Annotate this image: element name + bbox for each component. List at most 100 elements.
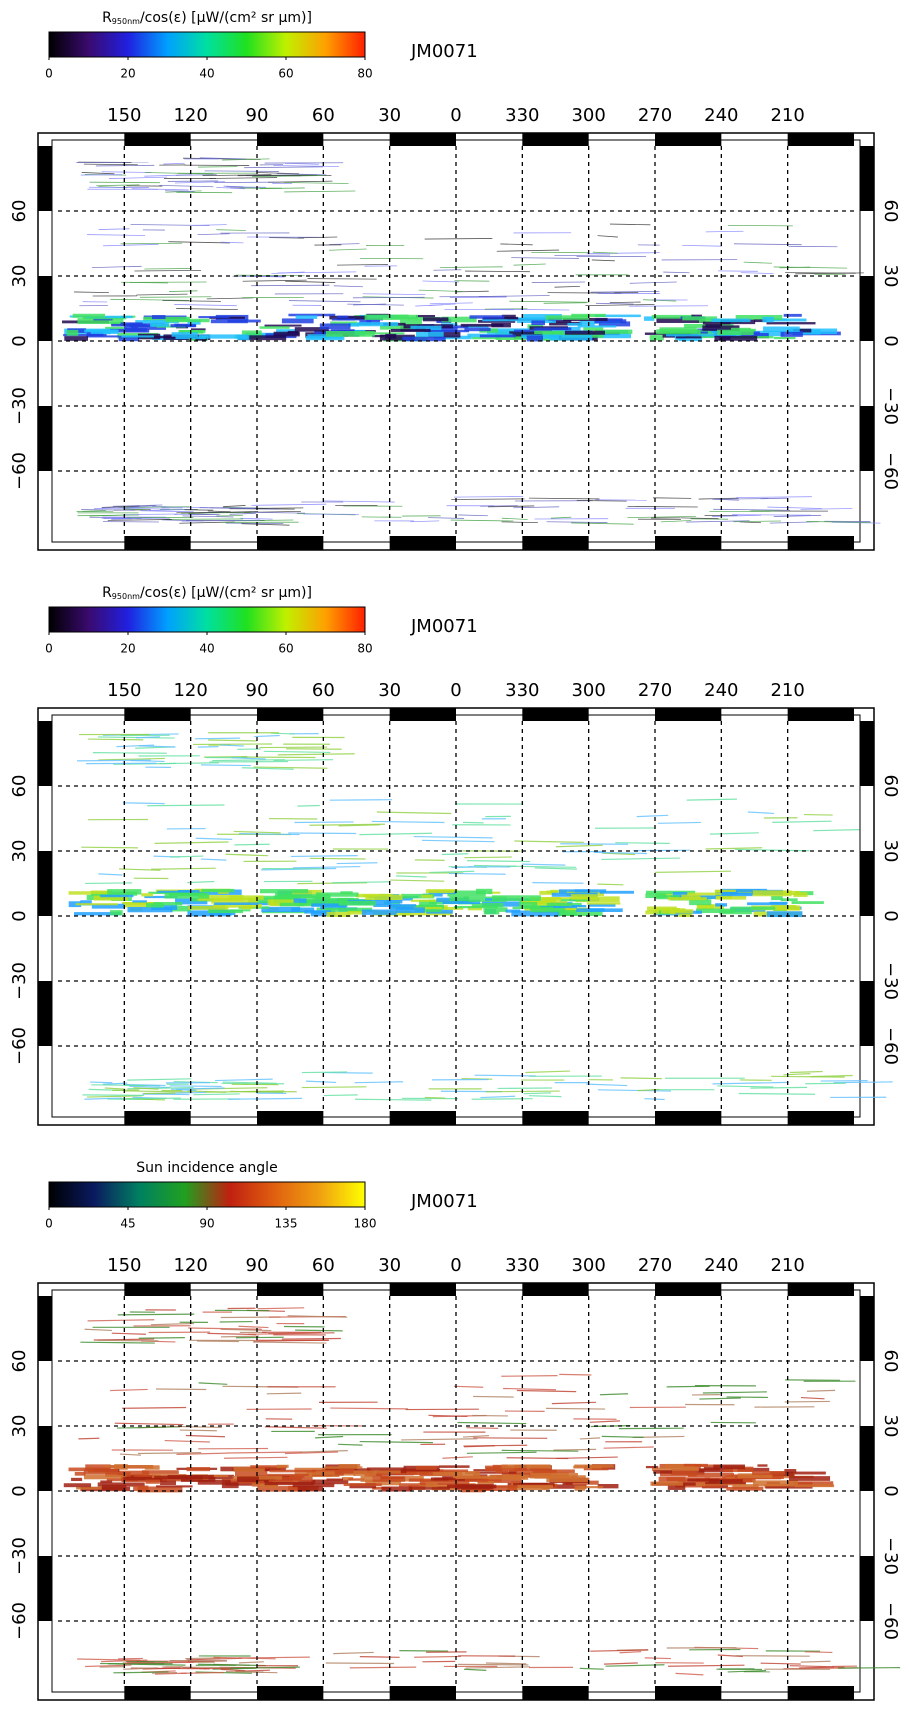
- swath-line: [215, 1078, 273, 1082]
- swath: [170, 324, 196, 328]
- lon-tick-label: 150: [107, 105, 141, 126]
- lon-tick-label: 120: [173, 1255, 207, 1276]
- swath: [794, 1484, 835, 1488]
- swath-line: [254, 507, 304, 509]
- swath: [324, 907, 373, 912]
- lon-tick-label: 90: [246, 680, 269, 701]
- swath-line: [458, 514, 488, 517]
- swath: [372, 1476, 406, 1482]
- swath-line: [743, 261, 772, 264]
- swath-line: [726, 1396, 769, 1399]
- swath: [487, 328, 530, 334]
- swath-line: [705, 230, 744, 233]
- swath-line: [195, 1671, 252, 1674]
- swath-line: [222, 158, 270, 161]
- swath-line: [77, 1658, 141, 1661]
- swath: [645, 1465, 659, 1469]
- swath-line: [503, 1387, 557, 1391]
- swath-line: [212, 759, 286, 762]
- swath: [661, 909, 694, 914]
- swath: [415, 314, 436, 318]
- swath-line: [80, 1341, 155, 1344]
- swath: [97, 1482, 145, 1487]
- swath: [221, 1482, 239, 1489]
- swath-line: [395, 875, 427, 878]
- swath-line: [480, 1095, 516, 1099]
- swath: [154, 1475, 203, 1480]
- swath-line: [668, 1664, 745, 1667]
- swath-line: [197, 233, 230, 236]
- swath: [416, 331, 444, 337]
- swath-line: [511, 257, 580, 259]
- lon-tick-label: 210: [770, 680, 804, 701]
- swath-line: [114, 1422, 184, 1426]
- swath-line: [712, 514, 762, 517]
- swath-line: [84, 1328, 112, 1332]
- swath: [714, 335, 758, 341]
- lat-tick-label: 0: [880, 910, 901, 921]
- swath-line: [186, 1657, 243, 1661]
- swath-line: [240, 517, 273, 520]
- swath-line: [359, 1656, 400, 1658]
- swath-line: [174, 181, 225, 184]
- swath-line: [91, 265, 142, 269]
- lat-tick-label: 30: [880, 265, 901, 288]
- swath-line: [108, 176, 168, 179]
- swath: [714, 889, 751, 892]
- swath: [762, 316, 774, 323]
- swath: [198, 316, 230, 319]
- swath: [414, 906, 442, 913]
- swath: [259, 326, 290, 329]
- swath-line: [175, 174, 217, 176]
- colorbar-tick-label: 80: [357, 642, 372, 656]
- lat-tick-label: 0: [9, 1485, 30, 1496]
- swath-line: [253, 1339, 329, 1342]
- swath: [100, 894, 134, 898]
- frame-strip: [522, 1686, 589, 1700]
- swath-line: [238, 1325, 269, 1329]
- swath-line: [514, 840, 584, 844]
- swath: [771, 895, 783, 901]
- swath-line: [83, 163, 138, 166]
- swath-line: [297, 236, 338, 239]
- swath: [311, 1479, 349, 1485]
- swath-line: [134, 269, 202, 272]
- swath-line: [546, 521, 608, 523]
- swath: [66, 329, 79, 336]
- swath: [237, 1476, 259, 1482]
- swath-line: [579, 1667, 604, 1670]
- frame-strip: [38, 851, 52, 916]
- swath-line: [559, 1373, 592, 1376]
- swath: [326, 911, 351, 917]
- lat-tick-label: 0: [9, 910, 30, 921]
- swath-line: [116, 744, 155, 748]
- swath-line: [471, 1098, 533, 1100]
- swath: [160, 1480, 177, 1485]
- swath-line: [309, 857, 366, 860]
- swath-line: [180, 511, 253, 514]
- colorbar-title: Sun incidence angle: [136, 1160, 277, 1176]
- observation-swaths: [68, 732, 893, 1101]
- swath-line: [251, 284, 330, 287]
- swath-line: [554, 254, 611, 256]
- swath-line: [188, 1327, 262, 1330]
- swath: [477, 1477, 522, 1483]
- swath: [735, 889, 762, 892]
- swath-line: [151, 867, 216, 870]
- swath: [735, 314, 783, 321]
- swath: [408, 1486, 450, 1490]
- swath-line: [154, 841, 229, 844]
- swath-line: [500, 243, 533, 246]
- swath-line: [338, 824, 381, 827]
- swath: [135, 320, 179, 324]
- swath-line: [747, 811, 775, 815]
- swath: [207, 909, 243, 914]
- swath-line: [333, 1651, 374, 1655]
- swath: [410, 325, 442, 331]
- swath-line: [698, 497, 739, 500]
- swath-line: [226, 186, 266, 188]
- swath: [110, 910, 123, 916]
- lon-tick-label: 60: [312, 1255, 335, 1276]
- swath-line: [181, 519, 260, 522]
- swath: [752, 890, 792, 897]
